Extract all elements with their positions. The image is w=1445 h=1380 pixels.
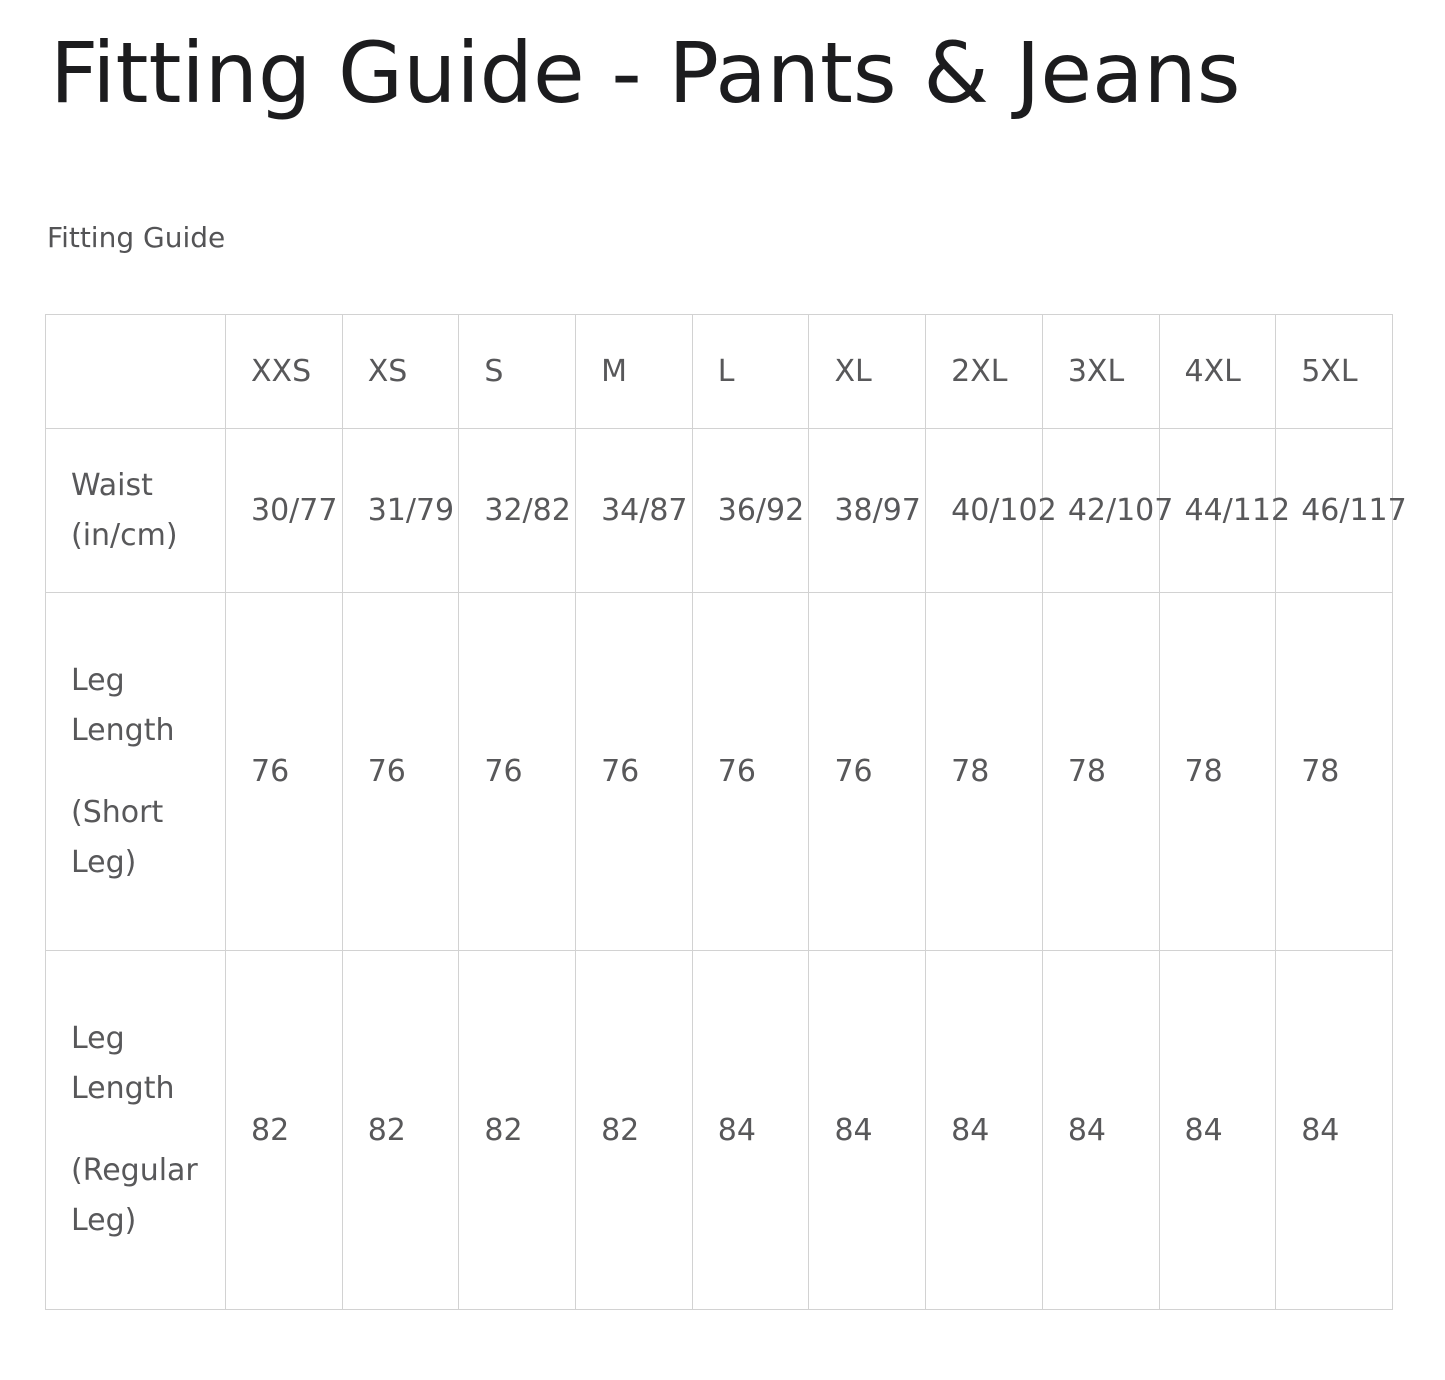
size-column-header-s: S bbox=[458, 314, 577, 430]
size-column-header-3xl: 3XL bbox=[1041, 314, 1160, 430]
size-column-header-xxs: XXS bbox=[225, 314, 343, 430]
size-column-header-xs: XS bbox=[341, 314, 460, 430]
row-label: Leg Length bbox=[71, 1021, 175, 1107]
size-value-cell: 84 bbox=[925, 950, 1043, 1311]
size-value-cell: 82 bbox=[575, 950, 693, 1311]
fitting-guide-table: XXS XS S M L XL 2XL 3XL 4XL 5XL Waist (i… bbox=[45, 314, 1407, 1311]
size-value-cell: 82 bbox=[458, 950, 577, 1311]
size-value-cell: 44/112 bbox=[1158, 428, 1290, 594]
size-header-row: XXS XS S M L XL 2XL 3XL 4XL 5XL bbox=[45, 314, 1393, 430]
size-value-cell: 76 bbox=[575, 592, 693, 952]
size-value-cell: 78 bbox=[1041, 592, 1160, 952]
size-column-header-5xl: 5XL bbox=[1275, 314, 1393, 430]
size-column-header-2xl: 2XL bbox=[925, 314, 1043, 430]
size-value-cell: 84 bbox=[808, 950, 927, 1311]
size-column-header-m: M bbox=[575, 314, 693, 430]
table-row-regular-leg: Leg Length (Regular Leg) 82 82 82 82 84 … bbox=[45, 950, 1393, 1311]
row-label: Leg Length bbox=[71, 662, 175, 748]
size-value-cell: 76 bbox=[458, 592, 577, 952]
table-row-short-leg: Leg Length (Short Leg) 76 76 76 76 76 76… bbox=[45, 592, 1393, 952]
size-value-cell: 40/102 bbox=[925, 428, 1057, 594]
size-value-cell: 76 bbox=[808, 592, 927, 952]
size-value-cell: 78 bbox=[925, 592, 1043, 952]
size-value-cell: 36/92 bbox=[691, 428, 810, 594]
size-value-cell: 78 bbox=[1275, 592, 1393, 952]
corner-header-cell bbox=[45, 314, 226, 430]
size-value-cell: 31/79 bbox=[341, 428, 460, 594]
row-label: Waist (in/cm) bbox=[71, 467, 178, 553]
section-title: Fitting Guide bbox=[47, 221, 226, 255]
row-label-cell: Waist (in/cm) bbox=[45, 428, 226, 594]
size-column-header-xl: XL bbox=[808, 314, 927, 430]
size-column-header-4xl: 4XL bbox=[1158, 314, 1277, 430]
size-value-cell: 76 bbox=[341, 592, 460, 952]
size-value-cell: 84 bbox=[1158, 950, 1277, 1311]
row-label-cell: Leg Length (Regular Leg) bbox=[45, 950, 226, 1311]
size-value-cell: 84 bbox=[691, 950, 810, 1311]
page-title: Fitting Guide - Pants & Jeans bbox=[50, 24, 1241, 122]
size-value-cell: 78 bbox=[1158, 592, 1277, 952]
size-value-cell: 34/87 bbox=[575, 428, 693, 594]
row-label-note: (Regular Leg) bbox=[71, 1153, 198, 1239]
size-value-cell: 84 bbox=[1275, 950, 1393, 1311]
size-value-cell: 32/82 bbox=[458, 428, 577, 594]
row-label-cell: Leg Length (Short Leg) bbox=[45, 592, 226, 952]
size-value-cell: 38/97 bbox=[808, 428, 927, 594]
table-row-waist: Waist (in/cm) 30/77 31/79 32/82 34/87 36… bbox=[45, 428, 1407, 594]
size-value-cell: 84 bbox=[1041, 950, 1160, 1311]
size-value-cell: 82 bbox=[225, 950, 343, 1311]
size-value-cell: 76 bbox=[225, 592, 343, 952]
size-value-cell: 46/117 bbox=[1275, 428, 1407, 594]
size-value-cell: 76 bbox=[691, 592, 810, 952]
size-value-cell: 82 bbox=[341, 950, 460, 1311]
row-label-note: (Short Leg) bbox=[71, 794, 164, 880]
size-value-cell: 30/77 bbox=[225, 428, 343, 594]
size-column-header-l: L bbox=[691, 314, 810, 430]
size-value-cell: 42/107 bbox=[1041, 428, 1173, 594]
